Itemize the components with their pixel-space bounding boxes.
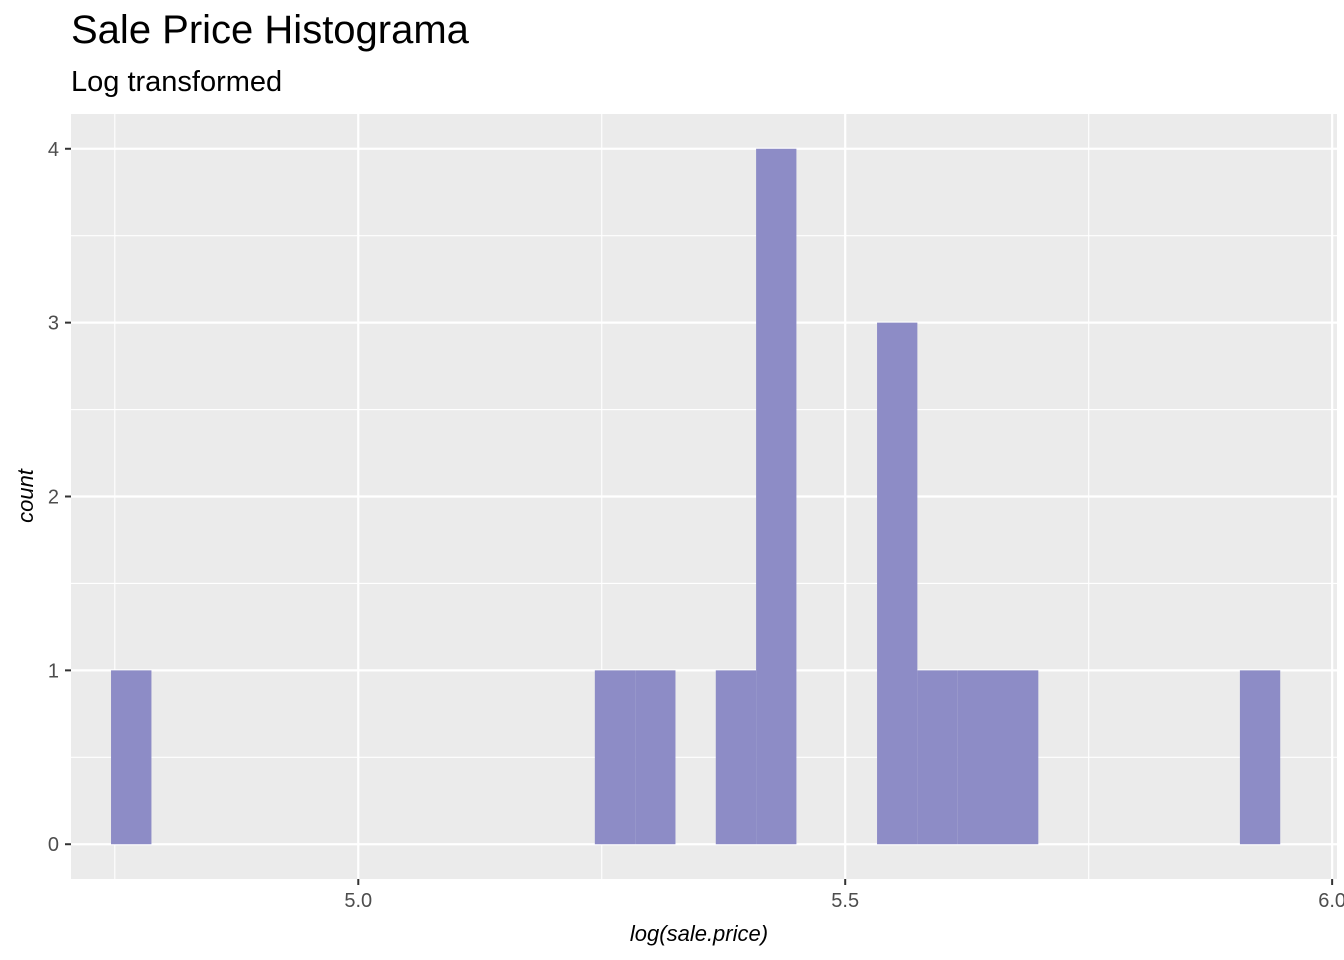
chart-subtitle: Log transformed [71, 66, 283, 98]
y-tick-label: 0 [48, 834, 59, 856]
x-axis-title: log(sale.price) [630, 921, 768, 946]
histogram-bar [917, 670, 958, 845]
major-gridlines [71, 114, 1337, 879]
x-tick-label: 6.0 [1318, 890, 1344, 912]
histogram-bar [998, 670, 1039, 845]
histogram-bar [877, 322, 918, 845]
y-tick-label: 3 [48, 313, 59, 335]
y-tick-label: 2 [48, 487, 59, 509]
histogram-bar [111, 670, 152, 845]
x-tick-label: 5.5 [831, 890, 859, 912]
histogram-bar [1239, 670, 1281, 845]
histogram-bar [957, 670, 999, 845]
histogram-bar [635, 670, 676, 845]
chart-title: Sale Price Histograma [71, 8, 469, 52]
y-axis-ticks: 0 1 2 3 4 [48, 139, 71, 856]
histogram-bar [756, 148, 797, 845]
y-tick-label: 1 [48, 660, 59, 682]
x-tick-label: 5.0 [344, 890, 372, 912]
y-tick-label: 4 [48, 139, 59, 161]
histogram-bar [594, 670, 636, 845]
histogram-bar [715, 670, 757, 845]
y-axis-title: count [13, 468, 38, 523]
histogram-bars [111, 148, 1281, 845]
x-axis-ticks: 5.0 5.5 6.0 [344, 879, 1344, 912]
